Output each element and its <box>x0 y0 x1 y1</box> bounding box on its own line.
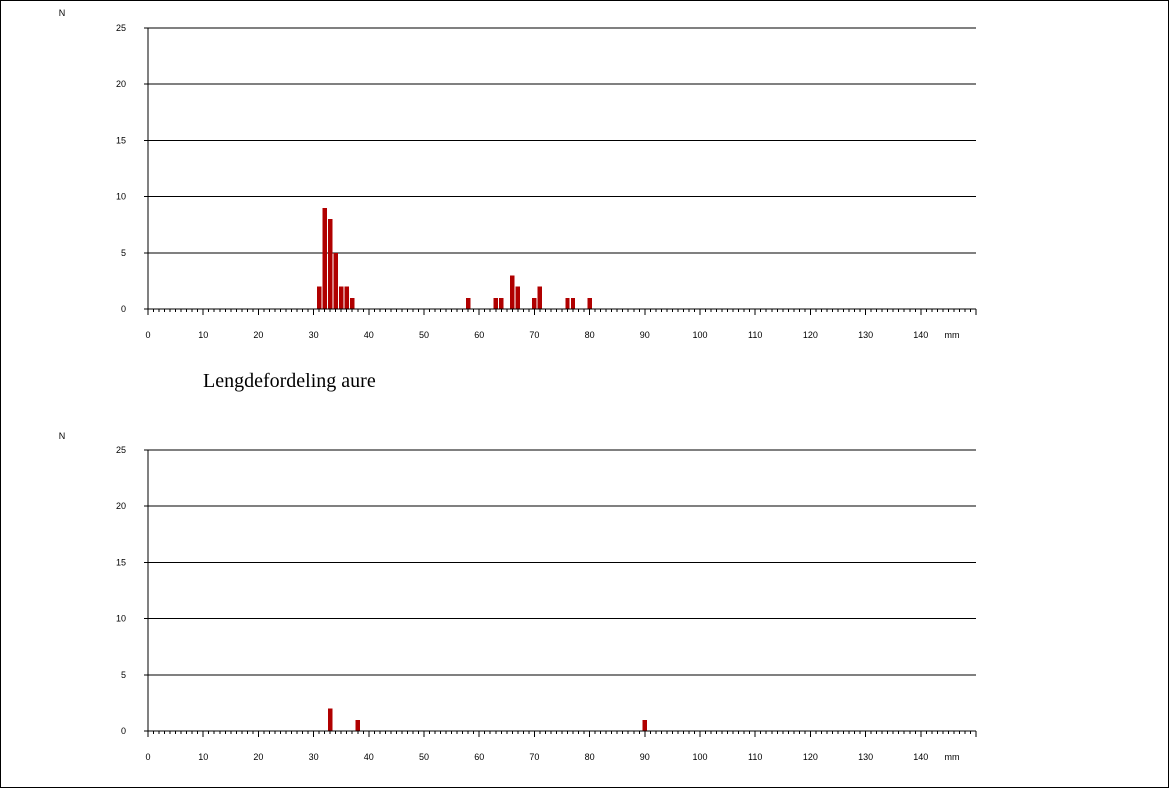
chart-title: Lengdefordeling aure <box>203 370 376 392</box>
x-tick-label: 20 <box>253 330 263 340</box>
y-tick-label: 0 <box>121 304 126 314</box>
x-tick-label: 100 <box>692 330 707 340</box>
x-tick-label: 90 <box>640 752 650 762</box>
x-tick-label: 40 <box>364 752 374 762</box>
x-tick-label: 0 <box>145 330 150 340</box>
x-tick-label: 110 <box>748 752 762 762</box>
bar-64 <box>499 297 504 309</box>
bar-31 <box>316 286 322 309</box>
y-tick-label: 15 <box>116 135 126 145</box>
x-tick-label: 130 <box>858 330 873 340</box>
chart-panel-2: 0 5 10 15 20 25 0 10 20 30 40 50 60 70 80 90 100 110 120 13… <box>59 370 977 762</box>
bar-76 <box>565 297 570 309</box>
x-tick-label: 130 <box>858 752 873 762</box>
bar-36 <box>344 286 349 309</box>
y-tick-label: 20 <box>116 79 126 89</box>
y-tick-label: 10 <box>116 192 126 202</box>
x-tick-label: 140 <box>913 330 928 340</box>
bar-70 <box>532 297 537 309</box>
y-tick-label: 10 <box>116 614 126 624</box>
x-unit-label: mm <box>945 752 960 762</box>
x-tick-label: 50 <box>419 752 429 762</box>
x-tick-label: 10 <box>198 752 208 762</box>
bar-71 <box>537 286 543 309</box>
bar-67 <box>515 286 521 309</box>
x-tick-label: 120 <box>803 330 818 340</box>
bar-58 <box>465 297 471 309</box>
x-tick-label: 10 <box>198 330 208 340</box>
x-tick-label: 30 <box>309 330 319 340</box>
bar-32 <box>322 207 327 309</box>
x-tick-label: 100 <box>692 752 707 762</box>
y-tick-label: 25 <box>116 445 126 455</box>
x-tick-label: 140 <box>913 752 928 762</box>
bar-66 <box>510 275 515 309</box>
bar-80 <box>587 297 592 309</box>
bar-63 <box>493 297 498 309</box>
x-tick-label: 70 <box>529 752 539 762</box>
chart-panel-1: 0 5 10 15 20 25 0 10 20 30 40 50 60 70 80 90 100 110 120 13… <box>59 8 977 340</box>
x-tick-label: 60 <box>474 330 484 340</box>
x-tick-label: 60 <box>474 752 484 762</box>
x-tick-label: 40 <box>364 330 374 340</box>
y-tick-label: 20 <box>116 501 126 511</box>
y-tick-label: 0 <box>121 726 126 736</box>
x-tick-label: 90 <box>640 330 650 340</box>
bar-77 <box>570 297 576 309</box>
bar-90 <box>642 719 648 731</box>
y-tick-label: 5 <box>121 670 126 680</box>
y-axis-label: N <box>59 8 66 18</box>
y-tick-label: 25 <box>116 23 126 33</box>
y-tick-label: 5 <box>121 248 126 258</box>
x-tick-label: 70 <box>529 330 539 340</box>
bar-34 <box>333 252 338 309</box>
x-unit-label: mm <box>945 330 960 340</box>
x-tick-label: 20 <box>253 752 263 762</box>
bar-33 <box>327 219 333 309</box>
x-tick-label: 50 <box>419 330 429 340</box>
bar-38 <box>355 719 360 731</box>
x-tick-label: 30 <box>309 752 319 762</box>
y-tick-label: 15 <box>116 557 126 567</box>
bar-37 <box>350 297 355 309</box>
bar-35 <box>338 286 344 309</box>
x-tick-label: 110 <box>748 330 762 340</box>
x-tick-label: 120 <box>803 752 818 762</box>
x-tick-label: 0 <box>145 752 150 762</box>
y-axis-label: N <box>59 431 66 441</box>
x-tick-label: 80 <box>585 330 595 340</box>
bar-33 <box>327 708 333 731</box>
x-tick-label: 80 <box>585 752 595 762</box>
